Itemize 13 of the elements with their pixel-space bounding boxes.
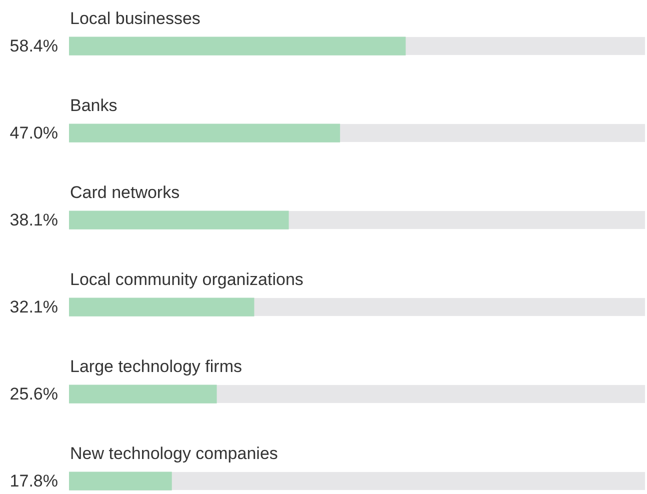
data-label: 25.6% — [10, 384, 58, 404]
y-tick-label: New technology companies — [70, 444, 278, 464]
y-tick-label: Local community organizations — [70, 270, 304, 290]
bar — [69, 472, 172, 490]
data-label: 47.0% — [10, 124, 58, 143]
y-tick-label: Large technology firms — [70, 357, 242, 376]
data-label: 32.1% — [10, 298, 58, 317]
data-label: 38.1% — [10, 210, 58, 230]
y-tick-label: Banks — [70, 96, 118, 116]
data-label: 17.8% — [10, 472, 58, 491]
y-tick-label: Local businesses — [70, 9, 200, 28]
y-tick-label: Card networks — [70, 183, 180, 202]
data-label: 58.4% — [10, 36, 58, 56]
